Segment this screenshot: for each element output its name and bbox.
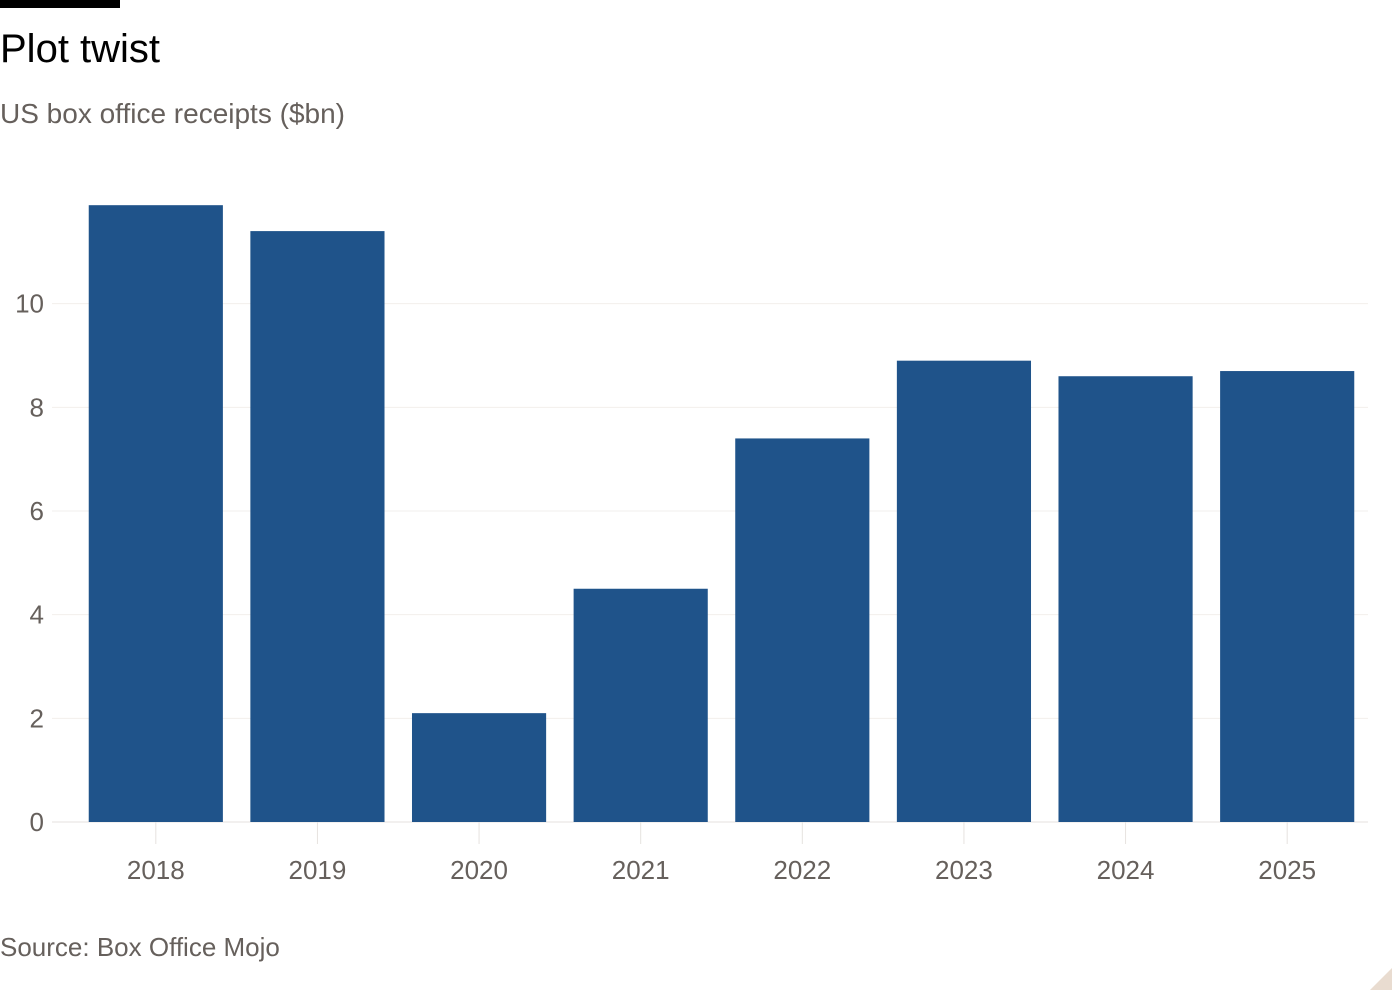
bar-2020 — [411, 713, 547, 822]
y-tick-label: 6 — [30, 496, 44, 526]
source-note: Source: Box Office Mojo — [0, 932, 280, 962]
bar-2022 — [735, 438, 870, 822]
x-tick-label: 2024 — [1097, 855, 1155, 885]
x-tick-label: 2019 — [289, 855, 347, 885]
chart-title: Plot twist — [0, 27, 161, 71]
x-tick-label: 2018 — [127, 855, 185, 885]
x-tick-label: 2023 — [935, 855, 993, 885]
bar-2019 — [250, 231, 385, 823]
x-tick-label: 2025 — [1258, 855, 1316, 885]
bar-2018 — [88, 205, 223, 822]
y-axis-ticks: 0 2 4 6 8 10 — [15, 289, 44, 837]
bar-2025 — [1220, 371, 1355, 822]
top-accent-rule — [0, 0, 120, 8]
y-tick-label: 8 — [30, 392, 44, 422]
bar-chart: 0 2 4 6 8 10 2018 2019 2020 2021 2022 2023 2024 2025 — [15, 205, 1368, 885]
y-tick-label: 0 — [30, 807, 44, 837]
bar-2021 — [573, 588, 708, 822]
x-tick-label: 2021 — [612, 855, 670, 885]
y-tick-label: 2 — [30, 703, 44, 733]
bar-2023 — [896, 360, 1032, 822]
bar-2024 — [1058, 376, 1193, 822]
corner-mark — [1370, 968, 1392, 990]
chart-subtitle: US box office receipts ($bn) — [0, 98, 345, 129]
x-tick-label: 2022 — [773, 855, 831, 885]
x-axis-ticks: 2018 2019 2020 2021 2022 2023 2024 2025 — [127, 822, 1316, 885]
x-tick-label: 2020 — [450, 855, 508, 885]
y-tick-label: 10 — [15, 289, 44, 319]
bars — [88, 205, 1355, 823]
y-tick-label: 4 — [30, 600, 44, 630]
